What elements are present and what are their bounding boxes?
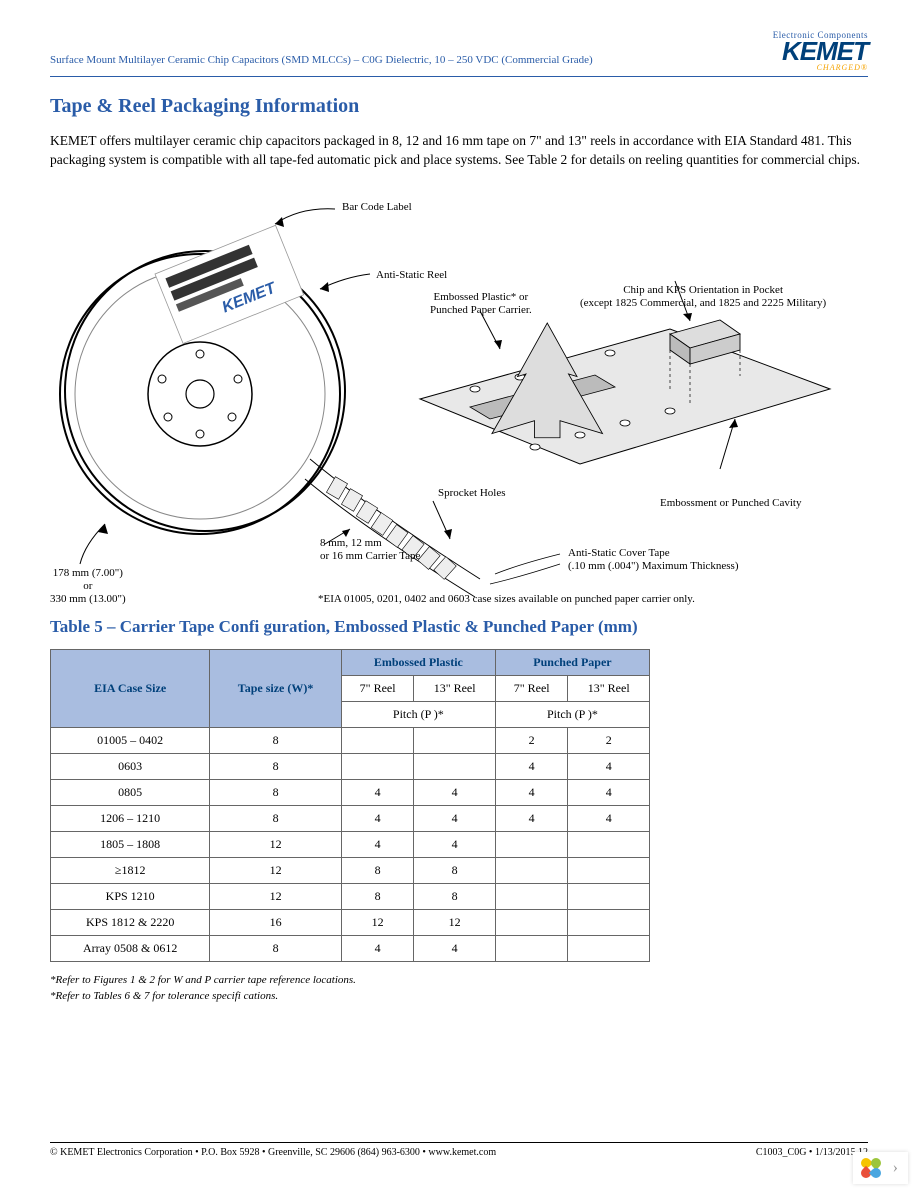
th-p-7reel: 7" Reel [495, 675, 568, 701]
label-cover-tape: Anti-Static Cover Tape (.10 mm (.004") M… [568, 547, 739, 573]
nav-next-button[interactable]: › [889, 1159, 902, 1177]
section-body: KEMET offers multilayer ceramic chip cap… [50, 132, 868, 168]
label-diagram-footnote: *EIA 01005, 0201, 0402 and 0603 case siz… [318, 593, 695, 606]
table-body: 01005 – 0402822 0603844 080584444 1206 –… [51, 727, 650, 961]
footer-left: © KEMET Electronics Corporation • P.O. B… [50, 1147, 496, 1158]
th-punched-group: Punched Paper [495, 649, 649, 675]
table-row: 0603844 [51, 753, 650, 779]
label-chip-orientation: Chip and KPS Orientation in Pocket (exce… [580, 284, 826, 310]
nav-logo-icon [859, 1156, 883, 1180]
th-case-size: EIA Case Size [51, 649, 210, 727]
footer-right: C1003_C0G • 1/13/2015 12 [756, 1147, 868, 1158]
table-footnotes: *Refer to Figures 1 & 2 for W and P carr… [50, 972, 868, 1005]
th-embossed-group: Embossed Plastic [341, 649, 495, 675]
table-row: KPS 1812 & 2220161212 [51, 909, 650, 935]
th-e-13reel: 13" Reel [414, 675, 495, 701]
table-row: KPS 12101288 [51, 883, 650, 909]
th-p-pitch: Pitch (P )* [495, 701, 649, 727]
label-bar-code: Bar Code Label [342, 201, 412, 214]
label-reel-size: 178 mm (7.00") or 330 mm (13.00") [50, 567, 126, 607]
header-divider [50, 76, 868, 77]
label-anti-static-reel: Anti-Static Reel [376, 269, 447, 282]
table-row: 1206 – 121084444 [51, 805, 650, 831]
th-tape-size: Tape size (W)* [210, 649, 341, 727]
label-sprocket-holes: Sprocket Holes [438, 487, 506, 500]
page-header: Surface Mount Multilayer Ceramic Chip Ca… [50, 30, 868, 72]
doc-title: Surface Mount Multilayer Ceramic Chip Ca… [50, 54, 593, 72]
nav-widget: › [853, 1152, 908, 1184]
th-p-13reel: 13" Reel [568, 675, 650, 701]
section-title: Tape & Reel Packaging Information [50, 95, 868, 118]
table-title: Table 5 – Carrier Tape Confi guration, E… [50, 617, 868, 637]
page-footer: © KEMET Electronics Corporation • P.O. B… [50, 1142, 868, 1158]
carrier-tape-table: EIA Case Size Tape size (W)* Embossed Pl… [50, 649, 650, 962]
footnote-2: *Refer to Tables 6 & 7 for tolerance spe… [50, 988, 868, 1005]
label-carrier-tape: 8 mm, 12 mm or 16 mm Carrier Tape [320, 537, 420, 563]
table-row: 01005 – 0402822 [51, 727, 650, 753]
logo-block: Electronic Components KEMET CHARGED® [773, 30, 868, 72]
table-row: Array 0508 & 0612844 [51, 935, 650, 961]
th-e-7reel: 7" Reel [341, 675, 414, 701]
table-row: 1805 – 18081244 [51, 831, 650, 857]
footnote-1: *Refer to Figures 1 & 2 for W and P carr… [50, 972, 868, 989]
table-row: 080584444 [51, 779, 650, 805]
table-row: ≥18121288 [51, 857, 650, 883]
label-embossment: Embossment or Punched Cavity [660, 497, 801, 510]
diagram-svg: KEMET [50, 179, 870, 609]
packaging-diagram: KEMET [50, 179, 868, 609]
th-e-pitch: Pitch (P )* [341, 701, 495, 727]
logo-main: KEMET [773, 40, 868, 63]
label-embossed-carrier: Embossed Plastic* or Punched Paper Carri… [430, 291, 532, 317]
